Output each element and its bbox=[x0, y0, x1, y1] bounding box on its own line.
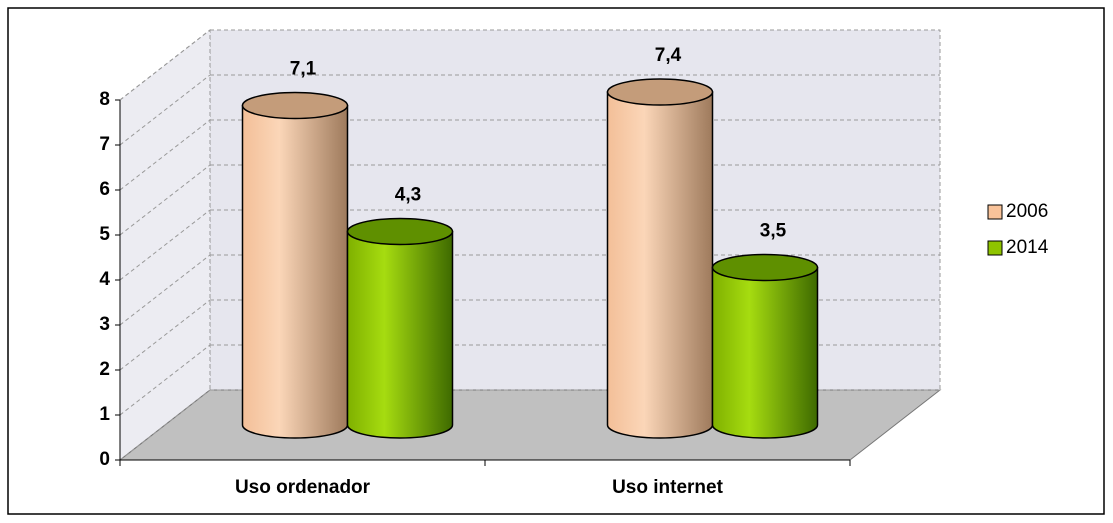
grid-line bbox=[119, 254, 211, 326]
bar bbox=[241, 91, 349, 439]
y-tick-label: 7 bbox=[99, 134, 110, 155]
data-label: 4,3 bbox=[395, 185, 421, 206]
bar bbox=[346, 217, 454, 439]
grid-line bbox=[119, 389, 211, 461]
data-label: 3,5 bbox=[760, 221, 787, 242]
legend-label: 2006 bbox=[1006, 201, 1048, 222]
grid-line bbox=[119, 119, 211, 191]
bar-body bbox=[711, 266, 819, 439]
grid-line bbox=[119, 164, 211, 236]
grid-line bbox=[119, 209, 211, 281]
bar-body bbox=[606, 91, 714, 439]
x-tick-label: Uso ordenador bbox=[235, 477, 371, 498]
y-tick-label: 8 bbox=[99, 89, 110, 110]
bar-top bbox=[346, 217, 454, 246]
legend-swatch bbox=[987, 204, 1003, 220]
y-tick-label: 0 bbox=[99, 449, 110, 470]
bar-top bbox=[711, 253, 819, 282]
legend-label: 2014 bbox=[1006, 237, 1049, 258]
bar bbox=[606, 78, 714, 439]
grid-line bbox=[119, 29, 211, 101]
data-label: 7,1 bbox=[290, 59, 317, 80]
data-label: 7,4 bbox=[655, 45, 682, 66]
y-tick-label: 3 bbox=[99, 314, 110, 335]
legend-swatch bbox=[987, 240, 1003, 256]
bar-top bbox=[241, 91, 349, 120]
grid-line bbox=[119, 74, 211, 146]
bar-body bbox=[346, 230, 454, 439]
y-tick-label: 1 bbox=[99, 404, 110, 425]
y-tick-label: 2 bbox=[99, 359, 110, 380]
bar-body bbox=[241, 104, 349, 439]
y-tick-label: 6 bbox=[99, 179, 110, 200]
y-tick-label: 5 bbox=[99, 224, 110, 245]
y-tick-label: 4 bbox=[99, 269, 110, 290]
grid-line bbox=[119, 299, 211, 371]
x-tick-label: Uso internet bbox=[612, 477, 724, 498]
grid-line bbox=[119, 344, 211, 416]
bar-top bbox=[606, 78, 714, 106]
bar bbox=[711, 253, 819, 439]
